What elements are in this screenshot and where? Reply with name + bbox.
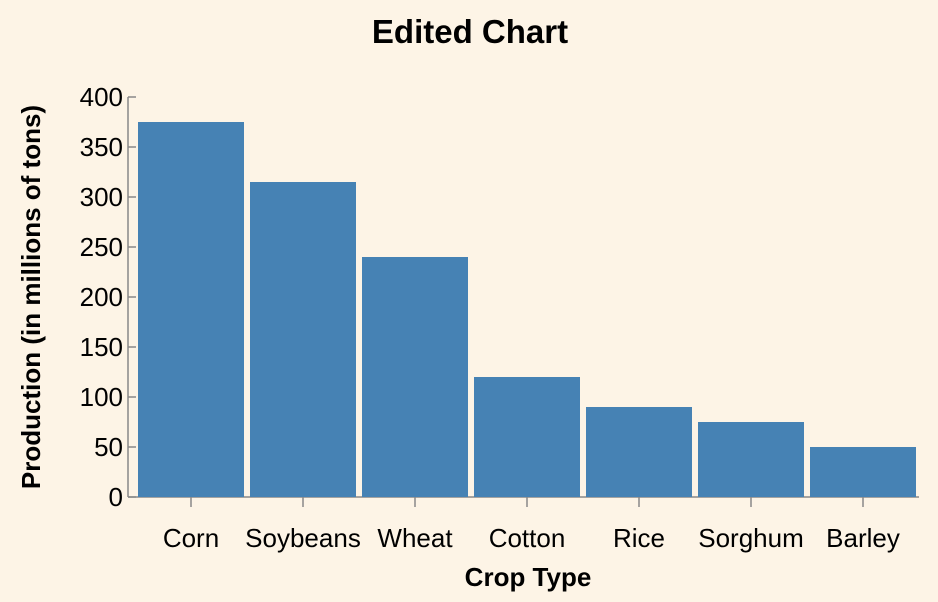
y-tick-label: 400 [80,82,123,112]
x-tick-label: Soybeans [245,523,361,553]
x-tick-label: Barley [826,523,900,553]
y-tick-label: 0 [109,482,123,512]
y-axis-title: Production (in millions of tons) [16,105,46,489]
x-tick-label: Sorghum [698,523,804,553]
x-axis: Corn Soybeans Wheat Cotton Rice Sorghum Barley [128,496,919,553]
bar-sorghum [698,422,804,497]
y-tick-label: 50 [94,432,123,462]
bars [138,122,916,497]
y-axis: 0 50 100 150 200 250 300 350 400 [80,82,136,512]
x-tick-label: Corn [163,523,219,553]
y-tick-label: 200 [80,282,123,312]
bar-corn [138,122,244,497]
x-axis-title: Crop Type [465,562,592,592]
y-tick-label: 100 [80,382,123,412]
chart-title: Edited Chart [372,13,568,50]
x-tick-label: Rice [613,523,665,553]
bar-rice [586,407,692,497]
bar-soybeans [250,182,356,497]
bar-cotton [474,377,580,497]
y-tick-label: 350 [80,132,123,162]
bar-wheat [362,257,468,497]
x-tick-label: Cotton [489,523,566,553]
x-tick-label: Wheat [377,523,453,553]
bar-barley [810,447,916,497]
y-tick-label: 300 [80,182,123,212]
y-tick-label: 150 [80,332,123,362]
y-tick-label: 250 [80,232,123,262]
